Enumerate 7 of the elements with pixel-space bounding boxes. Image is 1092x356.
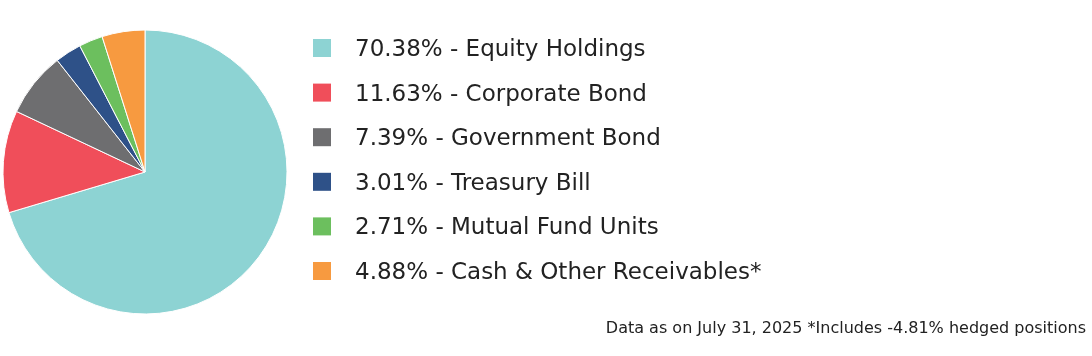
legend-label: 7.39% - Government Bond xyxy=(355,124,661,151)
legend-label: 11.63% - Corporate Bond xyxy=(355,79,647,106)
legend-label: 70.38% - Equity Holdings xyxy=(355,35,646,61)
legend-label: 3.01% - Treasury Bill xyxy=(355,168,591,195)
legend-label: 2.71% - Mutual Fund Units xyxy=(355,213,659,240)
legend-label: 4.88% - Cash & Other Receivables* xyxy=(355,258,762,284)
text: Data as on July 31, 2025 *Includes -4.81% hedged positions xyxy=(605,317,1086,337)
